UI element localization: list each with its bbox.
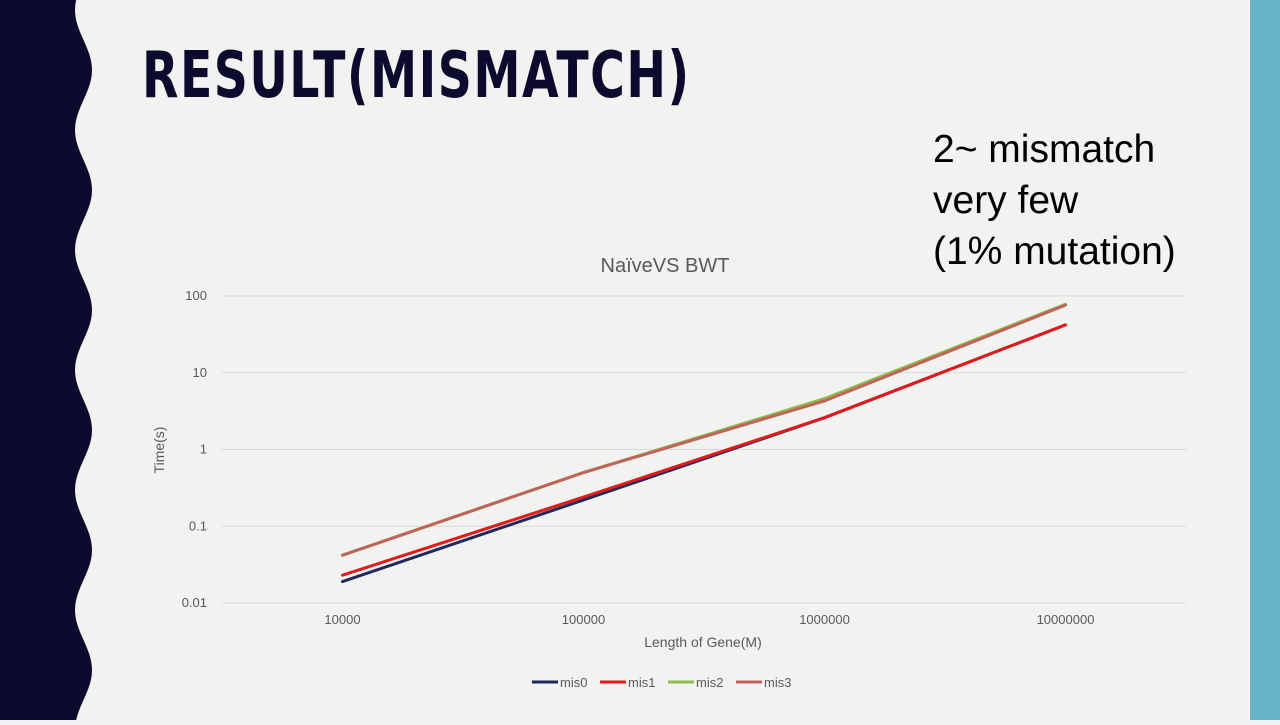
legend-label: mis2 <box>696 675 723 690</box>
slide-title: RESULT(MISMATCH) <box>142 39 691 113</box>
x-tick-label: 10000000 <box>1037 612 1095 627</box>
right-accent-band <box>1250 0 1280 720</box>
note-line: very few <box>933 179 1079 222</box>
left-decorative-band <box>0 0 100 720</box>
wave-path <box>0 0 92 720</box>
series-line-mis3 <box>341 303 1067 557</box>
series-line-mis1 <box>341 323 1067 577</box>
x-tick-label: 100000 <box>562 612 605 627</box>
series-line-mis0 <box>341 323 1067 584</box>
y-tick-label: 1 <box>200 442 207 457</box>
y-tick-label: 0.01 <box>182 595 207 610</box>
legend-label: mis0 <box>560 675 587 690</box>
legend-label: mis3 <box>764 675 791 690</box>
note-line: (1% mutation) <box>933 230 1176 273</box>
annotation-note: 2~ mismatch very few (1% mutation) <box>933 124 1176 277</box>
x-tick-label: 1000000 <box>799 612 850 627</box>
wavy-edge-shape <box>0 0 92 720</box>
y-tick-label: 100 <box>185 288 207 303</box>
y-tick-label: 0.1 <box>189 518 207 533</box>
chart-title: NaïveVS BWT <box>601 255 730 277</box>
series-layer <box>341 302 1067 584</box>
y-axis-title: Time(s) <box>151 427 167 474</box>
x-tick-label: 10000 <box>324 612 360 627</box>
grid-layer: 0.01 0.1 1 10 100 10000 100000 1000000 10000000 <box>182 288 1186 627</box>
note-line: 2~ mismatch <box>933 128 1156 171</box>
y-tick-label: 10 <box>193 365 207 380</box>
legend-label: mis1 <box>628 675 655 690</box>
legend: mis0 mis1 mis2 mis3 <box>532 675 791 690</box>
x-axis-title: Length of Gene(M) <box>644 634 762 650</box>
